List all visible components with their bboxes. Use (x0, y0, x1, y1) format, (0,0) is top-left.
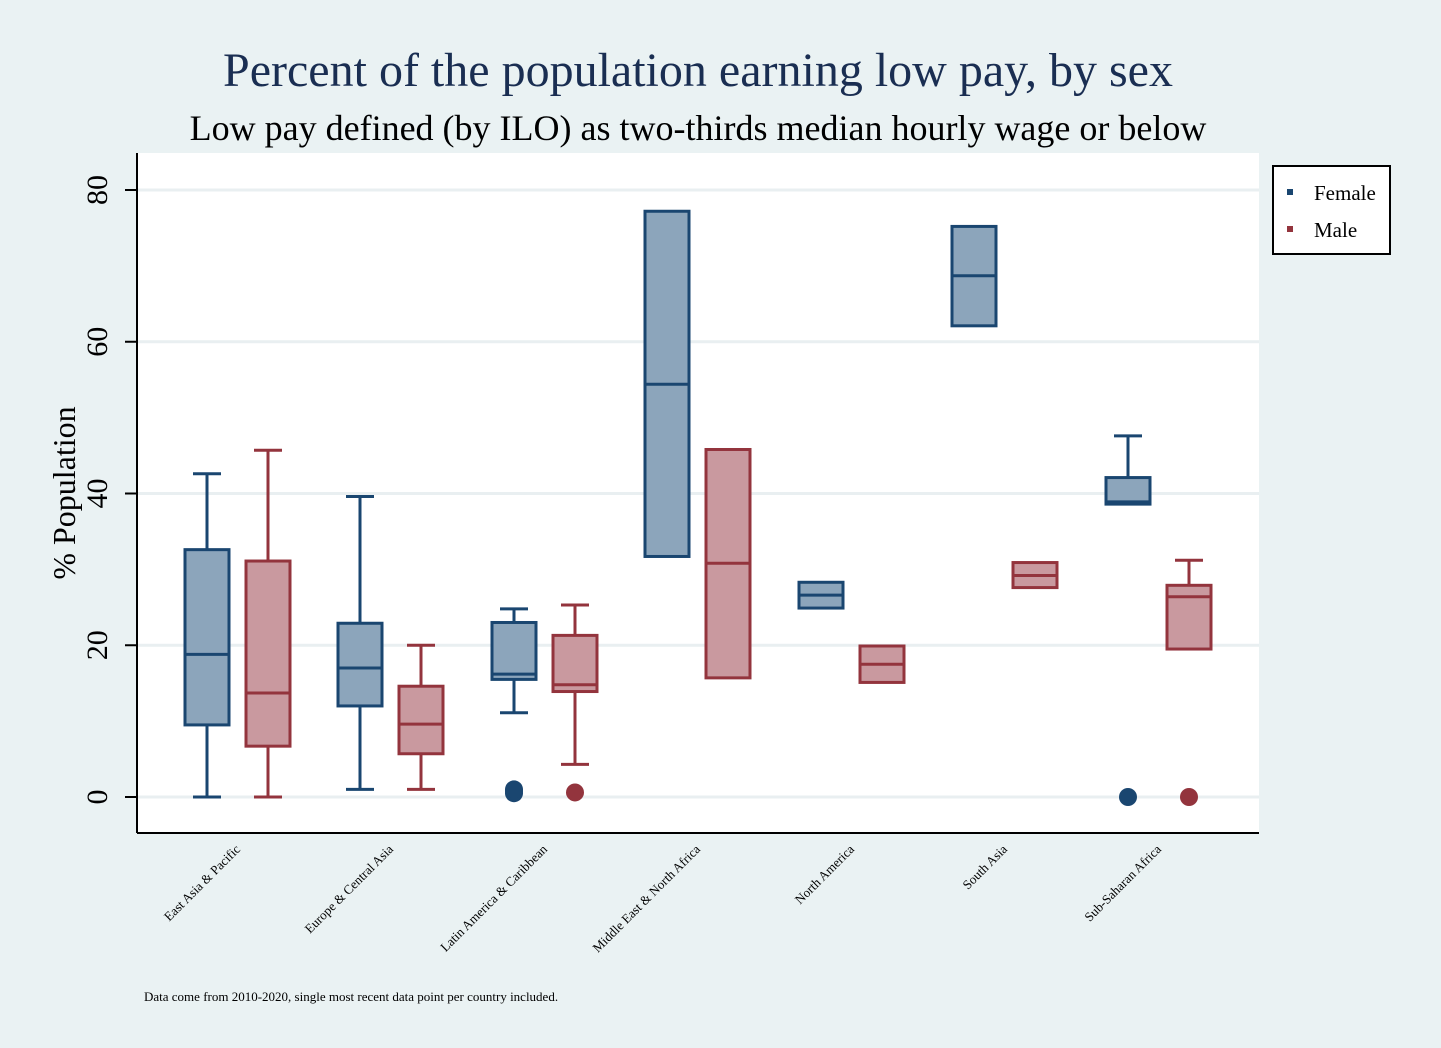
x-tick-labels: East Asia & Pacific Europe & Central Asia… (161, 841, 1164, 955)
box-male-6 (1165, 558, 1213, 806)
box-male-0 (244, 448, 292, 799)
iqr-box (551, 633, 599, 694)
box-female-6 (1104, 434, 1152, 806)
box-female-0 (183, 472, 231, 799)
outlier-point-0 (1119, 788, 1137, 806)
x-tick-label-6: Sub-Saharan Africa (1081, 841, 1164, 924)
box-series (183, 209, 1213, 806)
chart-title: Percent of the population earning low pa… (223, 44, 1173, 97)
x-tick-label-1: Europe & Central Asia (302, 841, 397, 936)
x-tick-label-2: Latin America & Caribbean (437, 841, 550, 954)
iqr-box (490, 620, 538, 681)
gridlines (137, 188, 1259, 799)
iqr-box (1104, 476, 1152, 506)
box-female-4 (797, 580, 845, 610)
legend-box (1272, 165, 1391, 255)
y-tick-label-40: 40 (81, 479, 114, 509)
box-female-5 (950, 224, 998, 328)
box-male-5 (1011, 561, 1059, 590)
legend-swatch-male (1287, 226, 1293, 232)
outlier-point-0 (566, 783, 584, 802)
iqr-box (183, 548, 231, 727)
box-male-4 (858, 644, 906, 684)
outlier-point-0 (1180, 788, 1198, 806)
iqr-box (1165, 583, 1213, 651)
box-male-1 (397, 643, 445, 791)
x-tick-label-5: South Asia (959, 841, 1010, 892)
box-male-3 (704, 447, 752, 680)
legend-label-female: Female (1314, 181, 1376, 205)
iqr-box (244, 559, 292, 748)
chart-note: Data come from 2010-2020, single most re… (144, 989, 558, 1004)
outlier-point-2 (505, 780, 523, 799)
legend-swatch-female (1287, 189, 1293, 195)
chart-subtitle: Low pay defined (by ILO) as two-thirds m… (190, 108, 1207, 148)
x-tick-label-3: Middle East & North Africa (589, 841, 703, 955)
y-tick-label-60: 60 (81, 327, 114, 357)
y-axis-label: % Population (46, 406, 82, 579)
box-female-3 (643, 209, 691, 558)
x-tick-label-0: East Asia & Pacific (161, 841, 244, 924)
box-male-2 (551, 603, 599, 802)
iqr-box (336, 621, 384, 708)
legend-label-male: Male (1314, 218, 1357, 242)
y-tick-label-20: 20 (81, 630, 114, 660)
legend: Female Male (1272, 165, 1391, 255)
y-tick-label-80: 80 (81, 175, 114, 205)
x-tick-label-4: North America (792, 841, 858, 907)
iqr-box (397, 684, 445, 756)
axes: 0 20 40 60 80 (81, 153, 1259, 834)
y-tick-label-0: 0 (81, 790, 114, 805)
box-female-2 (490, 607, 538, 803)
box-female-1 (336, 495, 384, 791)
